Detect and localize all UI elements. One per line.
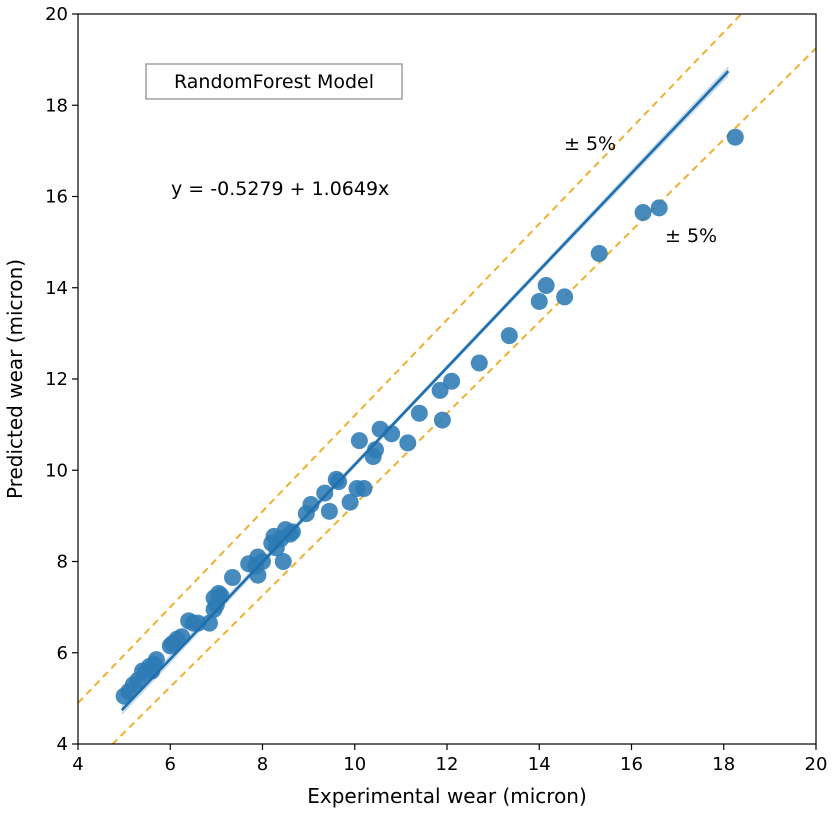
regression-equation: y = -0.5279 + 1.0649x [171,178,389,200]
x-axis-ticks: 4 6 8 10 12 14 16 18 20 [72,744,827,775]
y-tick-label: 8 [57,552,68,573]
data-point [224,568,242,586]
data-point [433,411,451,429]
data-point [726,128,744,146]
data-point [147,651,165,669]
x-tick-label: 16 [620,754,643,775]
data-points [115,128,744,705]
data-point [443,372,461,390]
data-point [590,245,608,263]
data-point [355,480,373,497]
data-point [650,199,668,217]
data-point [410,404,428,422]
lower-band-label: ± 5% [665,225,717,247]
data-point [470,354,488,372]
y-tick-label: 10 [45,460,68,481]
y-tick-label: 16 [45,187,68,208]
y-axis-ticks: 4 6 8 10 12 14 16 18 20 [45,4,78,755]
data-point [200,614,218,632]
upper-band-label: ± 5% [564,133,616,155]
x-tick-label: 14 [528,754,551,775]
data-point [302,495,320,513]
x-axis-label: Experimental wear (micron) [307,784,587,808]
y-tick-label: 18 [45,95,68,116]
x-tick-label: 4 [72,754,83,775]
x-tick-label: 10 [343,754,366,775]
data-point [530,292,548,310]
data-point [399,434,417,452]
data-point [500,327,518,345]
data-point [341,493,359,511]
data-point [212,587,230,605]
x-tick-label: 18 [712,754,735,775]
legend-box-frame [145,63,403,100]
model-legend-box: RandomForest Model [145,63,403,100]
legend-box-label: RandomForest Model [174,71,374,93]
y-tick-label: 6 [57,643,68,664]
data-point [350,432,368,450]
x-tick-label: 8 [257,754,268,775]
y-tick-label: 20 [45,4,68,25]
data-point [173,628,191,646]
data-point [634,203,652,221]
y-tick-label: 14 [45,278,68,299]
y-axis-label: Predicted wear (micron) [3,259,27,499]
data-point [316,484,334,502]
data-point [537,276,555,294]
x-tick-label: 12 [436,754,459,775]
fit-line [120,70,730,711]
y-tick-label: 4 [57,734,68,755]
y-tick-label: 12 [45,369,68,390]
regression-line [120,70,730,711]
upper-tolerance-line [78,14,743,704]
data-point [431,381,449,399]
data-point [556,288,574,306]
data-point [274,553,292,570]
x-tick-label: 20 [805,754,828,775]
data-point [320,502,338,520]
x-tick-label: 6 [165,754,176,775]
